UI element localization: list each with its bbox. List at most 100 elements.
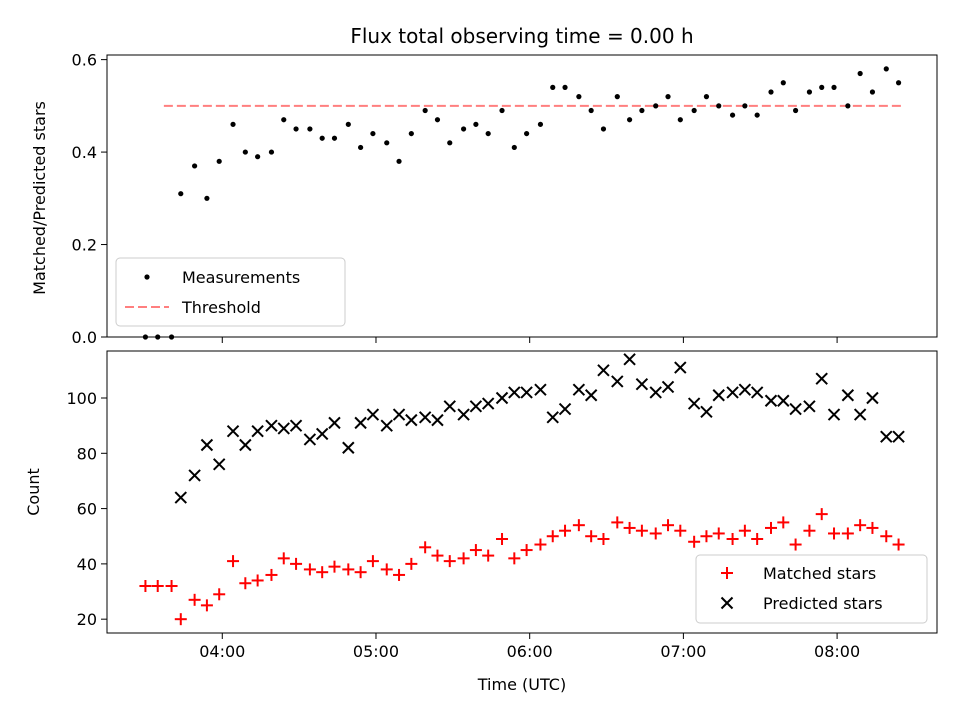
x-b: [827, 408, 841, 421]
predicted-star-point: [534, 383, 547, 396]
matched-star-point: [892, 538, 905, 551]
x-b: [700, 405, 713, 419]
matched-star-point: [380, 563, 393, 576]
x-b: [726, 386, 739, 399]
predicted-star-point: [815, 372, 828, 385]
matched-star-point: [828, 527, 841, 540]
x-b: [750, 386, 764, 399]
measurement-point: [192, 163, 198, 169]
predicted-star-point: [803, 400, 816, 413]
legend-threshold-label: Threshold: [181, 298, 261, 317]
x-b: [674, 361, 687, 374]
measurement-point: [396, 158, 402, 164]
matched-star-point: [738, 524, 751, 537]
predicted-star-point: [315, 427, 329, 441]
matched-star-point: [854, 519, 867, 532]
measurement-point: [230, 121, 236, 127]
predicted-star-point: [174, 491, 187, 504]
matched-star-point: [303, 563, 316, 576]
x-b: [841, 389, 855, 402]
bottom-x-tick-label: 06:00: [507, 642, 553, 661]
matched-star-point: [597, 533, 610, 545]
top-y-tick-label: 0.4: [72, 143, 97, 162]
matched-star-point: [880, 530, 893, 543]
legend-plus: [721, 567, 733, 579]
bottom-legend: Matched stars Predicted stars: [695, 554, 928, 624]
measurement-point: [780, 80, 786, 86]
matched-star-point: [520, 544, 533, 557]
measurement-point: [819, 84, 825, 90]
x-b: [815, 372, 828, 385]
matched-star-point: [482, 549, 495, 562]
matched-star-point: [316, 566, 329, 579]
x-b: [720, 596, 734, 610]
predicted-star-point: [712, 389, 725, 402]
measurement-point: [729, 112, 736, 118]
measurement-point: [845, 103, 851, 109]
measurement-point: [345, 121, 351, 127]
predicted-star-point: [572, 383, 586, 396]
matched-star-point: [431, 549, 444, 562]
x-b: [392, 408, 406, 421]
measurement-point: [319, 135, 325, 141]
x-b: [777, 394, 790, 407]
measurement-point: [857, 70, 863, 77]
predicted-star-point: [866, 391, 879, 405]
predicted-star-point: [611, 375, 624, 388]
measurement-point: [665, 94, 671, 100]
x-b: [328, 416, 341, 430]
measurement-point: [524, 130, 530, 137]
x-b: [354, 416, 367, 430]
predicted-star-point: [405, 413, 418, 427]
matched-star-point: [726, 533, 739, 545]
matched-star-point: [174, 613, 187, 626]
predicted-star-point: [380, 419, 393, 432]
x-b: [712, 389, 725, 402]
measurement-point: [204, 195, 210, 201]
matched-star-point: [712, 527, 725, 540]
x-b: [469, 400, 483, 413]
matched-star-point: [366, 555, 379, 568]
x-axis-label: Time (UTC): [477, 675, 566, 694]
matched-star-point: [585, 530, 598, 543]
predicted-star-point: [265, 419, 278, 432]
predicted-star-point: [520, 386, 533, 399]
predicted-star-point: [726, 386, 739, 399]
top-y-tick-label: 0.0: [72, 328, 97, 347]
legend-predicted-marker: [720, 596, 734, 610]
measurement-point: [883, 66, 889, 72]
x-b: [226, 424, 240, 438]
matched-star-point: [405, 557, 418, 570]
measurement-point: [600, 126, 607, 132]
bottom-y-tick-label: 20: [77, 610, 97, 629]
measurement-point: [434, 117, 441, 123]
x-b: [892, 430, 905, 443]
x-b: [366, 408, 380, 421]
measurement-point: [447, 140, 453, 146]
x-b: [481, 397, 495, 410]
measurement-point: [626, 117, 633, 123]
predicted-star-point: [558, 402, 572, 416]
measurement-point: [473, 121, 479, 127]
matched-star-point: [496, 533, 509, 545]
x-b: [495, 391, 509, 405]
matched-star-point: [546, 530, 559, 543]
legend-matched-marker: [721, 567, 733, 579]
measurement-point: [422, 107, 428, 114]
predicted-star-point: [880, 430, 893, 443]
predicted-star-point: [623, 353, 636, 366]
predicted-star-point: [226, 424, 240, 438]
matched-star-point: [328, 560, 341, 573]
bottom-y-axis-label: Count: [24, 468, 43, 516]
bottom-x-tick-label: 07:00: [660, 642, 706, 661]
predicted-star-point: [827, 408, 841, 421]
matched-star-point: [354, 566, 367, 579]
predicted-star-point: [674, 361, 687, 374]
measurement-point: [255, 154, 261, 160]
x-b: [623, 353, 636, 366]
matched-star-point: [674, 524, 687, 537]
top-y-tick-label: 0.2: [72, 236, 97, 255]
predicted-star-point: [469, 400, 483, 413]
matched-star-point: [751, 533, 764, 545]
count-points: [139, 353, 905, 626]
